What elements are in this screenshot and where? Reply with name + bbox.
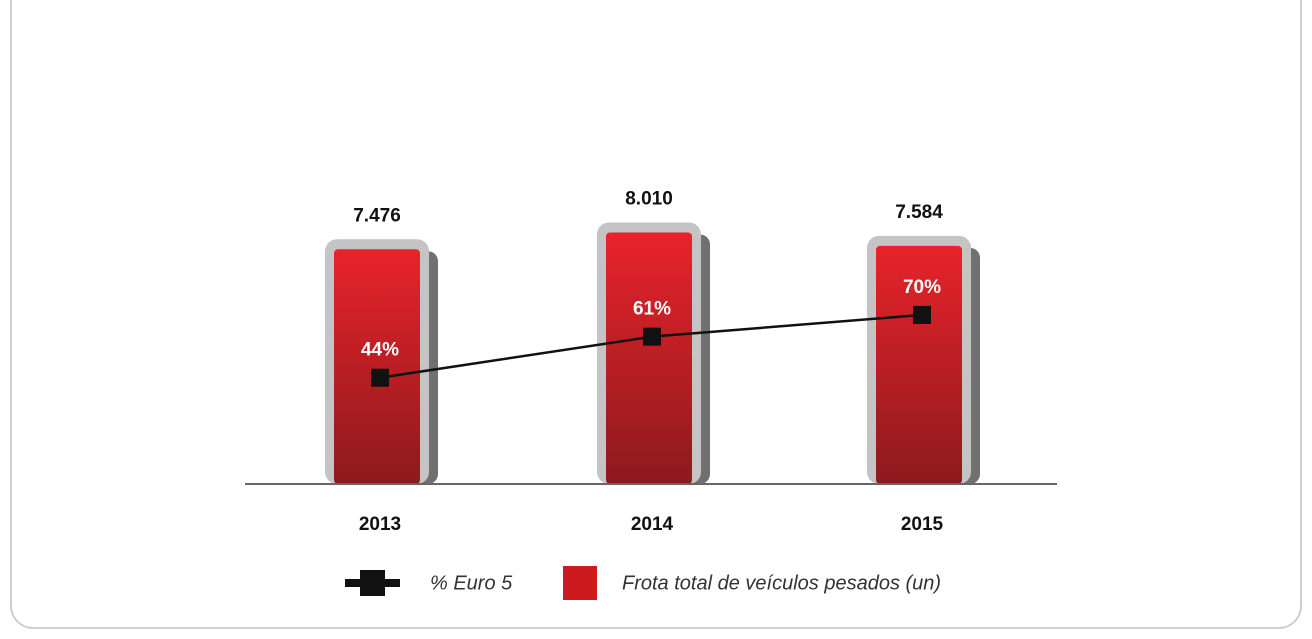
line-marker [643,327,661,346]
x-tick-label: 2013 [359,514,401,535]
line-value-label: 61% [633,299,671,320]
bar [606,232,692,484]
legend-label: Frota total de veículos pesados (un) [622,572,941,594]
line-marker [913,305,931,324]
bar-value-label: 7.476 [353,205,401,226]
bar [334,249,420,484]
x-tick-label: 2015 [901,514,944,535]
bars [325,222,980,484]
line-marker [371,368,389,387]
x-tick-label: 2014 [631,514,674,535]
legend-swatch [563,566,597,600]
line-value-label: 44% [361,340,399,361]
bar-value-label: 8.010 [625,189,673,210]
legend-swatch [360,570,385,596]
legend: Frota total de veículos pesados (un) % Eu… [345,566,941,600]
bar [876,245,962,484]
line-value-label: 70% [903,277,941,298]
legend-label: % Euro 5 [430,572,513,594]
bar-value-label: 7.584 [895,202,943,223]
